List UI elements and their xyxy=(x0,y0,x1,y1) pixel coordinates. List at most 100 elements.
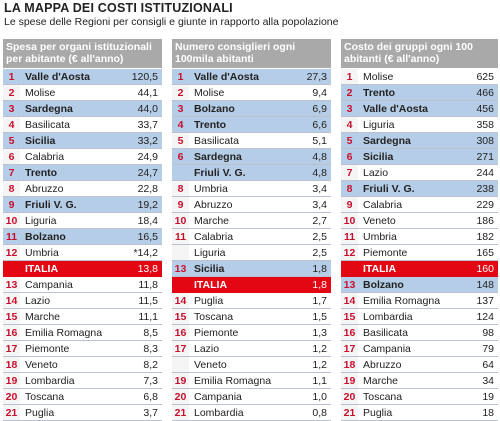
rank-cell: 4 xyxy=(341,117,358,132)
table-row: 19 Marche 34 xyxy=(341,373,498,389)
region-name: Piemonte xyxy=(363,247,408,259)
rank-cell: 5 xyxy=(172,133,189,148)
region-name: Sicilia xyxy=(363,151,394,163)
rank-cell: 18 xyxy=(341,357,358,372)
table-row: 6 Sicilia 271 xyxy=(341,149,498,165)
panel-header-line-1: Costo dei gruppi ogni 100 xyxy=(344,41,473,53)
region-name: Abruzzo xyxy=(194,199,233,211)
rank-cell: 15 xyxy=(341,309,358,324)
rank-cell: 6 xyxy=(341,149,358,164)
table-row: 4 Trento 6,6 xyxy=(172,117,331,133)
value-cell: 98 xyxy=(482,327,494,339)
region-name: Veneto xyxy=(363,215,396,227)
region-name: Marche xyxy=(25,311,61,323)
panel-header: Numero consiglieri ogni 100mila abitanti xyxy=(172,39,331,69)
region-name: Bolzano xyxy=(25,231,66,243)
panel-header-line-2: abitanti (€ all'anno) xyxy=(344,53,440,65)
region-name: Marche xyxy=(363,375,399,387)
rank-cell: 7 xyxy=(3,165,20,180)
region-name: Trento xyxy=(363,87,396,99)
table-row: 6 Calabria 24,9 xyxy=(3,149,162,165)
value-cell: 2,7 xyxy=(312,215,327,227)
region-name: Liguria xyxy=(194,247,226,259)
panel-header-line-1: Spesa per organi istituzionali xyxy=(6,41,152,53)
value-cell: 64 xyxy=(482,359,494,371)
table-row: 1 Valle d'Aosta 27,3 xyxy=(172,69,331,85)
rank-cell: 15 xyxy=(172,309,189,324)
table-row: 8 Umbria 3,4 xyxy=(172,181,331,197)
region-name: Lazio xyxy=(363,167,389,179)
rank-cell: 17 xyxy=(172,341,189,356)
region-name: Piemonte xyxy=(194,327,239,339)
rank-cell: 4 xyxy=(3,117,20,132)
table-row: 20 Campania 1,0 xyxy=(172,389,331,405)
value-cell: 44,1 xyxy=(137,87,158,99)
rank-cell: 13 xyxy=(172,261,189,276)
region-name: Basilicata xyxy=(25,119,70,131)
table-row: 14 Emilia Romagna 137 xyxy=(341,293,498,309)
value-cell: 466 xyxy=(476,87,494,99)
value-cell: 13,8 xyxy=(137,263,158,275)
value-cell: 160 xyxy=(476,263,494,275)
rank-cell: 11 xyxy=(341,229,358,244)
value-cell: 308 xyxy=(476,135,494,147)
italia-row: ITALIA 13,8 xyxy=(3,261,162,277)
value-cell: 18,4 xyxy=(137,215,158,227)
region-name: Calabria xyxy=(194,231,234,243)
table-row: 4 Liguria 358 xyxy=(341,117,498,133)
value-cell: 1,7 xyxy=(312,295,327,307)
region-name: Calabria xyxy=(25,151,65,163)
value-cell: 1,0 xyxy=(312,391,327,403)
rank-cell: 17 xyxy=(3,341,20,356)
value-cell: 2,5 xyxy=(312,247,327,259)
region-name: Bolzano xyxy=(194,103,235,115)
italia-row: ITALIA 160 xyxy=(341,261,498,277)
panel-header-line-2: per abitante (€ all'anno) xyxy=(6,53,124,65)
region-name: Trento xyxy=(25,167,58,179)
table-row: 3 Bolzano 6,9 xyxy=(172,101,331,117)
table-row: Veneto 1,2 xyxy=(172,357,331,373)
rank-cell: 16 xyxy=(172,325,189,340)
rank-cell: 12 xyxy=(341,245,358,260)
region-name: Friuli V. G. xyxy=(363,183,415,195)
region-name: Toscana xyxy=(363,391,403,403)
table-row: 2 Molise 44,1 xyxy=(3,85,162,101)
table-row: 5 Sardegna 308 xyxy=(341,133,498,149)
table-row: Friuli V. G. 4,8 xyxy=(172,165,331,181)
region-name: Molise xyxy=(363,71,394,83)
value-cell: 358 xyxy=(476,119,494,131)
value-cell: 1,5 xyxy=(312,311,327,323)
table-row: 2 Molise 9,4 xyxy=(172,85,331,101)
rank-cell: 8 xyxy=(3,181,20,196)
region-name: Lombardia xyxy=(25,375,75,387)
table-row: 10 Veneto 186 xyxy=(341,213,498,229)
table-row: 21 Puglia 3,7 xyxy=(3,405,162,421)
table-row: 10 Marche 2,7 xyxy=(172,213,331,229)
region-name: Emilia Romagna xyxy=(194,375,272,387)
rank-cell: 14 xyxy=(172,293,189,308)
table-row: 15 Lombardia 124 xyxy=(341,309,498,325)
ranking-list: 1 Valle d'Aosta 27,3 2 Molise 9,4 3 Bolzano 6,9 4… xyxy=(172,69,331,421)
ranking-list: 1 Valle d'Aosta 120,5 2 Molise 44,1 3 Sardegna 4… xyxy=(3,69,162,421)
rank-cell: 1 xyxy=(172,69,189,84)
rank-cell: 5 xyxy=(341,133,358,148)
region-name: Molise xyxy=(25,87,56,99)
region-name: ITALIA xyxy=(194,279,228,291)
value-cell: 24,9 xyxy=(137,151,158,163)
rank-cell: 2 xyxy=(3,85,20,100)
region-name: Puglia xyxy=(194,295,224,307)
region-name: Veneto xyxy=(25,359,58,371)
rank-cell: 11 xyxy=(3,229,20,244)
table-row: 16 Basilicata 98 xyxy=(341,325,498,341)
value-cell: 24,7 xyxy=(137,167,158,179)
rank-cell: 19 xyxy=(172,373,189,388)
value-cell: 1,3 xyxy=(312,327,327,339)
value-cell: 4,8 xyxy=(312,151,327,163)
value-cell: 271 xyxy=(476,151,494,163)
rank-cell: 10 xyxy=(172,213,189,228)
region-name: ITALIA xyxy=(25,263,59,275)
value-cell: 8,3 xyxy=(143,343,158,355)
rank-cell: 20 xyxy=(341,389,358,404)
region-name: Umbria xyxy=(194,183,228,195)
rank-cell: 17 xyxy=(341,341,358,356)
